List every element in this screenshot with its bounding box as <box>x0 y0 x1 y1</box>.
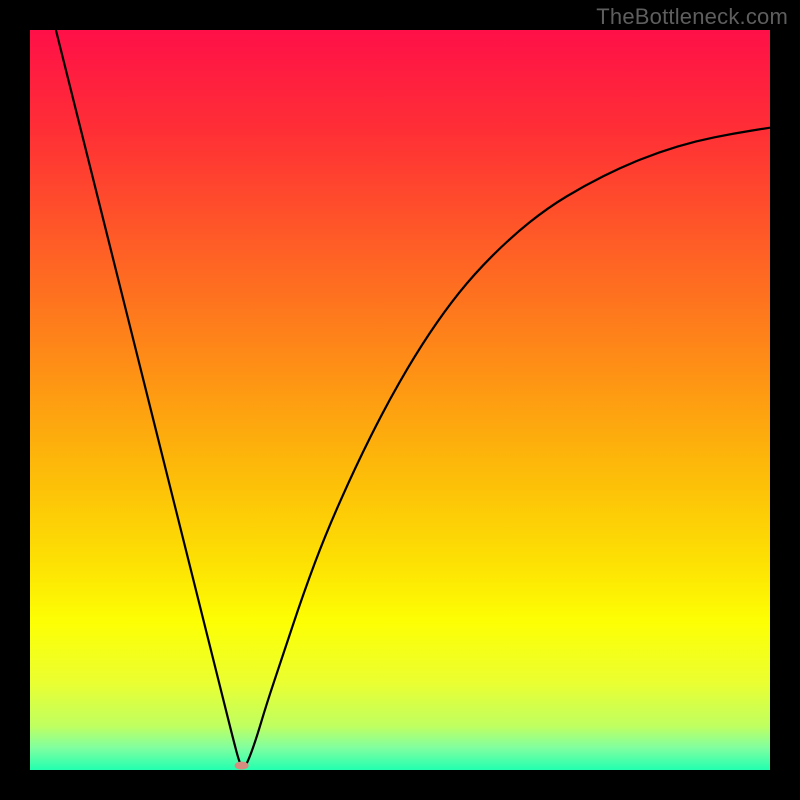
plot-area <box>30 30 770 770</box>
curve-svg <box>30 30 770 770</box>
watermark-text: TheBottleneck.com <box>596 4 788 30</box>
min-marker <box>234 761 249 770</box>
bottleneck-curve <box>56 30 770 767</box>
